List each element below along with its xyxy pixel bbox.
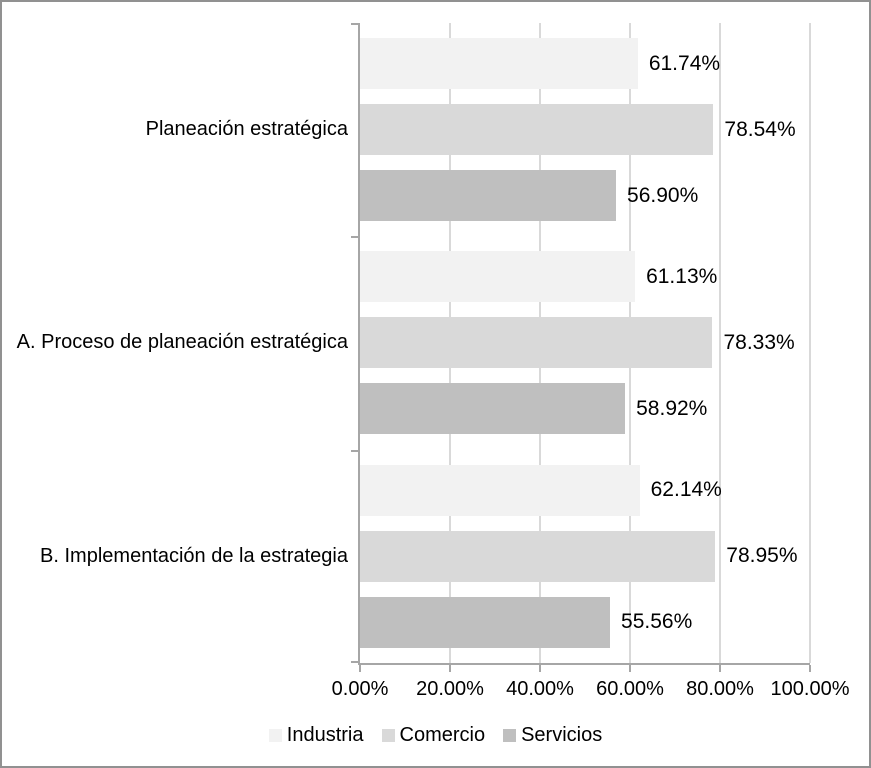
legend-item-industria: Industria (268, 724, 364, 747)
x-axis-tick (449, 665, 451, 672)
bar-group: 61.13% 78.33% 58.92% (360, 236, 810, 449)
gridline (719, 23, 721, 663)
bar-value-label: 56.90% (627, 183, 699, 207)
category-label: A. Proceso de planeación estratégica (16, 331, 348, 354)
legend-swatch-icon (268, 729, 282, 742)
x-axis-tick (629, 665, 631, 672)
x-axis-label: 40.00% (506, 678, 574, 700)
legend-swatch-icon (381, 729, 395, 742)
x-axis-label: 0.00% (331, 678, 389, 700)
x-axis-label: 60.00% (596, 678, 664, 700)
gridline (809, 23, 811, 663)
bar-comercio: 78.54% (360, 104, 796, 155)
bar-group: 62.14% 78.95% 55.56% (360, 450, 810, 663)
bar-industria: 61.74% (360, 38, 720, 89)
x-axis-label: 20.00% (416, 678, 484, 700)
x-axis-label: 100.00% (770, 678, 850, 700)
legend-label: Industria (286, 724, 364, 746)
bar-value-label: 78.95% (726, 544, 798, 568)
category-label: B. Implementación de la estrategia (40, 544, 348, 567)
bar-value-label: 62.14% (650, 478, 722, 502)
x-axis-tick (809, 665, 811, 672)
category-axis-labels: Planeación estratégica A. Proceso de plan… (2, 23, 348, 663)
bar-value-label: 58.92% (636, 396, 708, 420)
bar-comercio: 78.95% (360, 530, 798, 582)
bar-comercio: 78.33% (360, 317, 795, 369)
bar-group: 61.74% 78.54% 56.90% (360, 23, 810, 236)
category-axis-tick (351, 236, 358, 239)
x-axis-tick (719, 665, 721, 672)
category-axis-tick (351, 661, 358, 663)
bar-industria: 62.14% (360, 464, 722, 516)
legend-label: Servicios (521, 724, 603, 746)
bar-servicios: 56.90% (360, 170, 698, 221)
x-axis-tick (539, 665, 541, 672)
bar-value-label: 61.74% (648, 51, 721, 75)
x-axis-tick (359, 665, 361, 672)
legend-label: Comercio (399, 724, 486, 746)
x-axis-label: 80.00% (686, 678, 754, 700)
bar-servicios: 55.56% (360, 596, 692, 648)
bar-value-label: 61.13% (646, 264, 718, 288)
bar-servicios: 58.92% (360, 383, 707, 435)
legend-item-servicios: Servicios (503, 724, 602, 747)
category-axis-tick (351, 449, 358, 452)
category-label: Planeación estratégica (145, 118, 348, 141)
bar-value-label: 78.33% (723, 330, 795, 354)
plot-area: 61.74% 78.54% 56.90% 61.13% 78.33% 58.92% 62.1… (351, 23, 811, 672)
bar-value-label: 78.54% (724, 117, 796, 141)
legend-swatch-icon (503, 729, 517, 742)
legend: Industria Comercio Servicios (2, 724, 869, 747)
bar-value-label: 55.56% (621, 610, 693, 634)
legend-item-comercio: Comercio (381, 724, 486, 747)
bar-industria: 61.13% (360, 251, 717, 303)
category-axis-tick (351, 23, 358, 25)
